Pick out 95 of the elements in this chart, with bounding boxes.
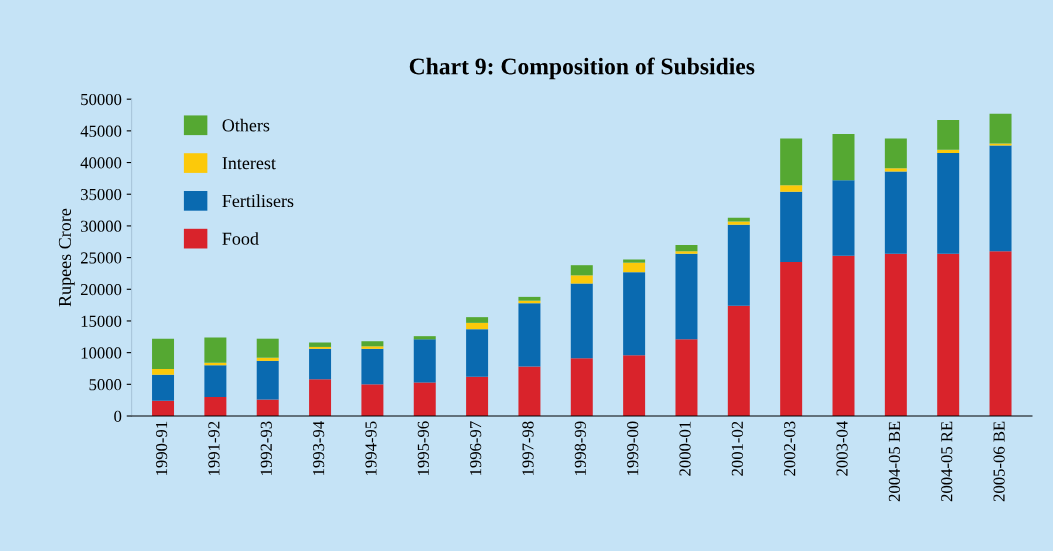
x-tick-label: 1991-92 <box>208 421 220 475</box>
bar <box>518 296 541 301</box>
bar <box>152 400 175 416</box>
legend-label: Fertilisers <box>222 194 294 208</box>
bar <box>727 224 750 306</box>
bar <box>937 253 960 416</box>
bar <box>623 272 646 356</box>
y-tick-label: 30000 <box>81 220 122 232</box>
x-tick-label: 2002-03 <box>784 421 796 476</box>
y-tick-label: 20000 <box>80 283 122 296</box>
bar <box>884 168 907 172</box>
bar <box>780 138 803 186</box>
x-tick-label: 1997-98 <box>522 421 534 475</box>
bar <box>361 346 384 349</box>
bar <box>413 336 436 340</box>
y-axis-title: Rupees Crore <box>58 208 75 307</box>
bar <box>832 255 855 416</box>
x-tick-label: 1999-00 <box>627 421 639 475</box>
bar <box>780 191 803 263</box>
y-tick-label: 25000 <box>80 252 122 264</box>
bar <box>152 374 175 401</box>
bar <box>780 185 803 192</box>
bar <box>152 369 175 375</box>
bar <box>884 138 907 169</box>
bar <box>937 149 960 154</box>
y-tick-label: 45000 <box>80 125 122 137</box>
x-tick-label: 2003-04 <box>836 421 848 476</box>
y-tick-label: 35000 <box>81 188 122 201</box>
x-tick-label: 2005-06 BE <box>993 421 1005 502</box>
bar <box>623 355 646 416</box>
bar <box>309 342 332 347</box>
x-tick-label: 1990-91 <box>155 421 168 475</box>
legend-label: Others <box>222 118 270 132</box>
x-tick-label: 2004-05 RE <box>941 421 953 502</box>
bar <box>413 339 436 383</box>
bar <box>832 180 855 256</box>
bar <box>570 275 593 284</box>
bar <box>466 317 489 323</box>
x-tick-label: 1996-97 <box>470 421 482 475</box>
bar <box>570 283 593 359</box>
bar <box>570 358 593 416</box>
x-tick-label: 1995-96 <box>417 421 429 475</box>
bar <box>780 262 803 416</box>
bar <box>361 384 384 416</box>
bar <box>413 382 436 416</box>
bar <box>937 153 960 254</box>
bar <box>518 366 541 416</box>
y-tick-label: 15000 <box>81 315 122 327</box>
bar <box>675 251 698 254</box>
bar <box>884 171 907 254</box>
x-tick-label: 1992-93 <box>260 421 272 475</box>
bar <box>675 339 698 416</box>
legend-label: Food <box>222 232 259 245</box>
bar <box>466 322 489 330</box>
bar <box>204 337 227 363</box>
bar <box>256 360 279 400</box>
y-tick-label: 40000 <box>80 157 122 169</box>
x-tick-label: 2004-05 BE <box>888 421 901 502</box>
bar <box>466 376 489 416</box>
bar <box>623 259 646 263</box>
bar <box>309 379 332 416</box>
bar <box>937 120 960 150</box>
bar <box>675 253 698 340</box>
y-tick-label: 10000 <box>81 347 122 359</box>
x-tick-label: 2000-01 <box>679 421 691 476</box>
bar <box>989 145 1012 252</box>
y-tick-label: 50000 <box>81 93 122 106</box>
bar <box>623 262 646 273</box>
x-tick-label: 2001-02 <box>731 421 743 476</box>
bar <box>152 338 175 370</box>
y-tick-label: 5000 <box>89 379 122 391</box>
bar <box>466 329 489 377</box>
bar <box>518 303 541 367</box>
x-tick-label: 1994-95 <box>365 421 377 475</box>
x-tick-label: 1993-94 <box>313 421 325 475</box>
bar <box>989 251 1012 416</box>
bar <box>727 305 750 416</box>
y-tick-label: 0 <box>114 410 122 422</box>
bar <box>832 134 855 181</box>
bar <box>884 253 907 416</box>
bar <box>570 265 593 276</box>
bar <box>675 244 698 252</box>
bar <box>204 397 227 416</box>
bar <box>256 399 279 416</box>
bar <box>204 365 227 397</box>
bar <box>361 341 384 347</box>
bar <box>309 348 332 380</box>
x-tick-label: 1998-99 <box>574 421 586 475</box>
bar <box>256 357 279 361</box>
bar <box>727 221 750 225</box>
legend-label: Interest <box>222 157 276 170</box>
bar <box>989 113 1012 144</box>
bar <box>256 338 279 358</box>
chart-title: Chart 9: Composition of Subsidies <box>409 57 755 80</box>
bar <box>361 348 384 385</box>
